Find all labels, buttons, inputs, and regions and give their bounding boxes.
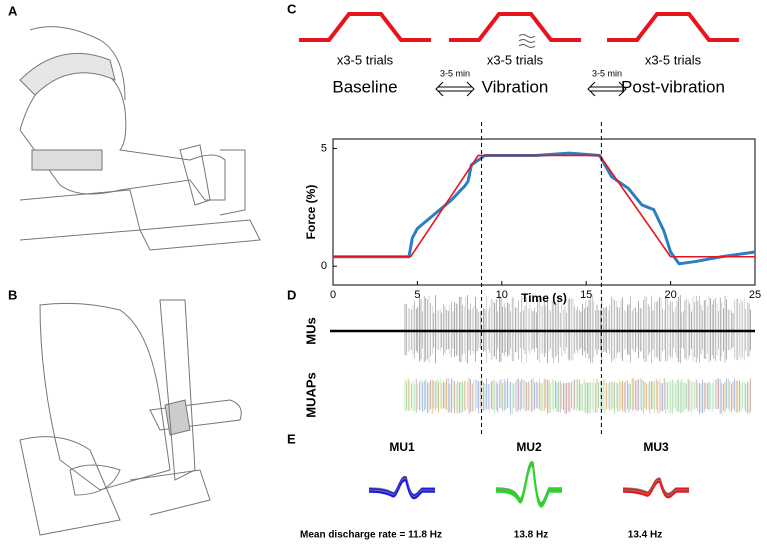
mu-label: MU1: [389, 440, 415, 454]
x-tick-label: 20: [664, 289, 676, 301]
rest-label: 3-5 min: [592, 68, 622, 78]
x-tick-label: 5: [414, 289, 420, 301]
target-trapezoid: [607, 12, 739, 42]
x-tick-label: 15: [580, 289, 592, 301]
force-line: [333, 151, 756, 266]
panel-label: C: [287, 1, 297, 16]
trials-label: x3-5 trials: [645, 52, 702, 67]
mu-waveform: [368, 479, 435, 500]
rest-label: 3-5 min: [440, 68, 470, 78]
emg-label: MUs: [303, 317, 318, 344]
stage-label: Baseline: [332, 77, 397, 96]
rate-label: 13.4 Hz: [628, 530, 662, 541]
vibration-icon: [518, 34, 536, 48]
emg-label: MUAPs: [303, 372, 318, 418]
mu-waveform: [495, 465, 562, 508]
rate-label: 13.8 Hz: [514, 530, 548, 541]
y-tick-label: 5: [321, 142, 327, 154]
panel-label: D: [287, 287, 296, 302]
x-tick-label: 0: [330, 289, 336, 301]
y-axis-label: Force (%): [304, 185, 318, 240]
rate-label: Mean discharge rate = 11.8 Hz: [300, 530, 442, 541]
mu-waveform: [622, 481, 689, 499]
target-trapezoid: [449, 12, 581, 42]
panel-label: A: [8, 3, 18, 18]
x-tick-label: 10: [496, 289, 508, 301]
plot-frame: [332, 138, 756, 286]
illustration-a: [19, 26, 261, 251]
force-line: [333, 154, 755, 258]
stage-label: Vibration: [482, 77, 549, 96]
mu-label: MU2: [516, 440, 542, 454]
target-trapezoid: [299, 12, 431, 42]
double-arrow: [587, 81, 627, 97]
spike-trains: [330, 295, 755, 414]
panel-label: B: [8, 287, 17, 302]
trials-label: x3-5 trials: [337, 52, 394, 67]
y-tick-label: 0: [321, 260, 327, 272]
illustration-b: [19, 299, 242, 536]
double-arrow: [435, 81, 475, 97]
panel-label: E: [287, 431, 296, 446]
mu-label: MU3: [643, 440, 669, 454]
x-tick-label: 25: [749, 289, 761, 301]
trials-label: x3-5 trials: [487, 52, 544, 67]
stage-label: Post-vibration: [621, 77, 725, 96]
x-axis-label: Time (s): [521, 291, 567, 305]
